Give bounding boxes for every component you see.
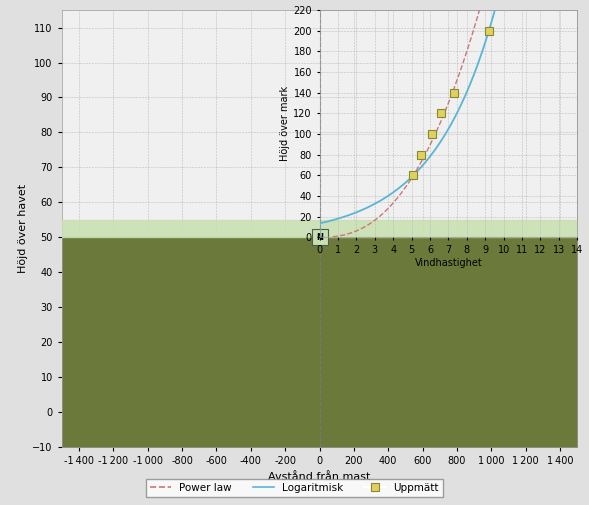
X-axis label: Avstånd från mast: Avstånd från mast <box>269 472 370 481</box>
Y-axis label: Höjd över havet: Höjd över havet <box>18 184 28 273</box>
Legend: Power law, Logaritmisk, Uppmätt: Power law, Logaritmisk, Uppmätt <box>146 479 443 497</box>
Y-axis label: Höjd över mark: Höjd över mark <box>280 86 290 161</box>
X-axis label: Vindhastighet: Vindhastighet <box>415 258 482 268</box>
Bar <box>319 237 577 242</box>
Text: N: N <box>316 233 323 242</box>
